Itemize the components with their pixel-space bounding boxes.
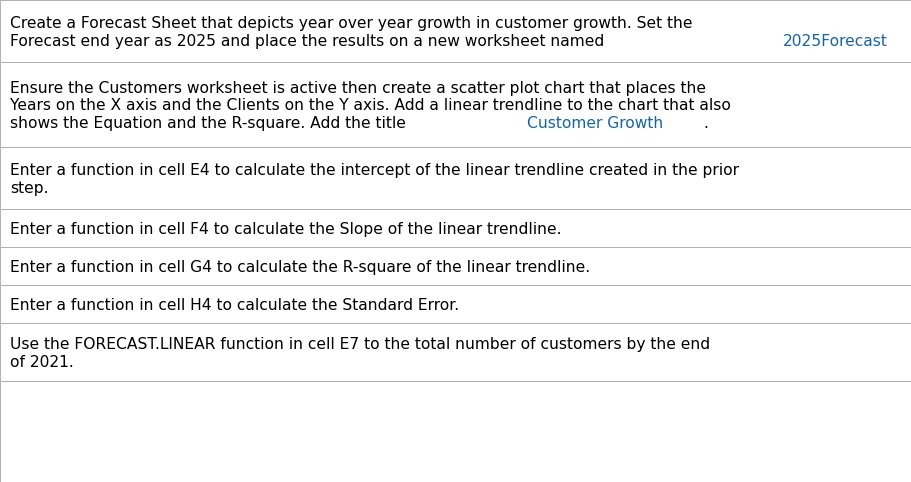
Text: Forecast end year as 2025 and place the results on a new worksheet named: Forecast end year as 2025 and place the … bbox=[10, 34, 609, 49]
Text: Enter a function in cell G4 to calculate the R-square of the linear trendline.: Enter a function in cell G4 to calculate… bbox=[10, 260, 590, 275]
Text: of 2021.: of 2021. bbox=[10, 355, 74, 370]
Text: Enter a function in cell E4 to calculate the intercept of the linear trendline c: Enter a function in cell E4 to calculate… bbox=[10, 163, 739, 178]
Text: Ensure the Customers worksheet is active then create a scatter plot chart that p: Ensure the Customers worksheet is active… bbox=[10, 81, 706, 96]
Text: Enter a function in cell F4 to calculate the Slope of the linear trendline.: Enter a function in cell F4 to calculate… bbox=[10, 222, 561, 237]
Text: Customer Growth: Customer Growth bbox=[527, 116, 663, 131]
Text: 2025Forecast: 2025Forecast bbox=[783, 34, 888, 49]
Text: .: . bbox=[703, 116, 708, 131]
Text: step.: step. bbox=[10, 181, 48, 196]
Text: Use the FORECAST.LINEAR function in cell E7 to the total number of customers by : Use the FORECAST.LINEAR function in cell… bbox=[10, 337, 711, 352]
Text: Create a Forecast Sheet that depicts year over year growth in customer growth. S: Create a Forecast Sheet that depicts yea… bbox=[10, 16, 692, 31]
Text: Enter a function in cell H4 to calculate the Standard Error.: Enter a function in cell H4 to calculate… bbox=[10, 298, 459, 313]
Text: shows the Equation and the R-square. Add the title: shows the Equation and the R-square. Add… bbox=[10, 116, 411, 131]
Text: Years on the X axis and the Clients on the Y axis. Add a linear trendline to the: Years on the X axis and the Clients on t… bbox=[10, 98, 731, 113]
